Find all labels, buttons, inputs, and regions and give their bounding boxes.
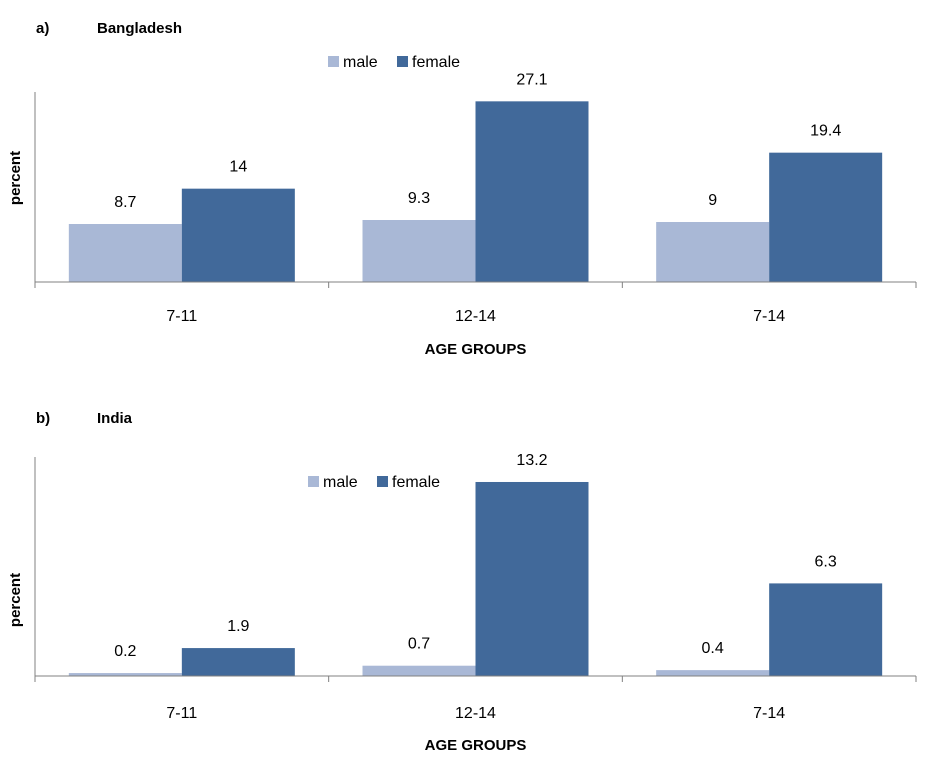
chart-title: Bangladesh [97,20,183,37]
legend-label-male: male [323,474,358,491]
legend-swatch-female [377,476,388,487]
x-tick-label: 7-14 [753,705,785,722]
bar-female-12-14 [475,101,589,282]
data-label-female-7-11: 1.9 [227,618,249,635]
y-axis-title: percent [7,573,24,627]
bar-female-7-11 [181,188,295,282]
y-axis-title: percent [7,151,24,205]
bar-female-7-14 [769,583,883,676]
bar-male-7-11 [68,673,182,676]
x-axis-title: AGE GROUPS [425,737,527,754]
x-axis-title: AGE GROUPS [425,341,527,358]
bar-chart-bangladesh: 8.7 14 7-11 9.3 27.1 12-14 9 19.4 7-14 AGE GROUPS… [7,54,917,358]
data-label-male-7-11: 8.7 [114,194,136,211]
x-tick-label: 12-14 [455,705,496,722]
bar-male-7-14 [656,670,770,676]
legend-label-male: male [343,54,378,71]
data-label-male-7-14: 0.4 [702,640,724,657]
data-label-female-7-11: 14 [229,159,247,176]
data-label-male-7-11: 0.2 [114,643,136,660]
bar-female-7-14 [769,152,883,282]
bar-female-12-14 [475,481,589,676]
bar-chart-india: 0.2 1.9 7-11 0.7 13.2 12-14 0.4 6.3 7-14 AGE GROU… [7,452,917,754]
legend-swatch-female [397,56,408,67]
x-tick-label: 12-14 [455,308,496,325]
panel-label: b) [36,410,51,427]
chart-panel-bangladesh: a) Bangladesh 8.7 14 7-11 9.3 27.1 12-14 9 19.4… [7,20,917,358]
panel-label: a) [36,20,50,37]
data-label-female-7-14: 6.3 [815,553,837,570]
x-tick-label: 7-11 [166,705,197,722]
bar-female-7-11 [181,648,295,676]
bar-male-12-14 [362,220,476,282]
legend-swatch-male [328,56,339,67]
chart-panel-india: b) India 0.2 1.9 7-11 0.7 13.2 12-14 0.4 6.3 7-1… [0,390,927,758]
bar-male-7-14 [656,222,770,282]
data-label-female-7-14: 19.4 [810,123,841,140]
legend-label-female: female [392,474,440,491]
data-label-male-7-14: 9 [708,192,717,209]
data-label-female-12-14: 13.2 [516,452,547,469]
x-tick-label: 7-11 [166,308,197,325]
data-label-male-12-14: 9.3 [408,190,430,207]
bar-male-7-11 [68,224,182,282]
bar-male-12-14 [362,665,476,676]
x-tick-label: 7-14 [753,308,785,325]
chart-title: India [97,410,133,427]
legend-label-female: female [412,54,460,71]
data-label-female-12-14: 27.1 [516,71,547,88]
data-label-male-12-14: 0.7 [408,636,430,653]
legend-swatch-male [308,476,319,487]
